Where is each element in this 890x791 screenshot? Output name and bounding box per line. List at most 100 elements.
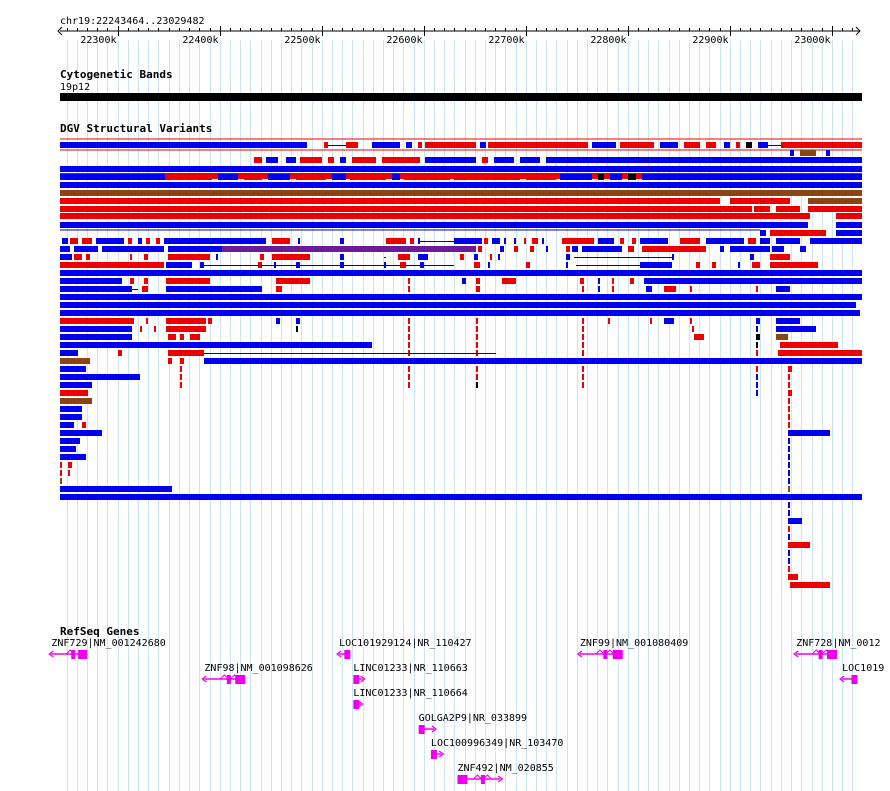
dgv-variant (408, 334, 410, 340)
dgv-variant (372, 142, 400, 148)
dgv-variant (750, 254, 754, 260)
dgv-variant (276, 278, 310, 284)
dgv-variant (476, 318, 478, 324)
gene-feature[interactable]: ZNF729|NM_001242680 (48, 638, 166, 659)
dgv-variant (60, 294, 862, 300)
gene-exon (818, 650, 823, 659)
dgv-variant (154, 326, 156, 332)
dgv-variant (60, 318, 134, 324)
dgv-variant (68, 470, 70, 476)
dgv-variant (736, 142, 740, 148)
dgv-variant (480, 142, 486, 148)
dgv-variant (788, 374, 790, 380)
dgv-variant (756, 318, 760, 324)
dgv-variant (168, 254, 210, 260)
dgv-variant (60, 398, 92, 404)
gene-feature[interactable]: ZNF98|NM_001098626 (201, 663, 313, 684)
dgv-variants[interactable] (60, 138, 862, 588)
dgv-variant (180, 358, 184, 364)
dgv-variant (776, 206, 800, 212)
dgv-variant (712, 262, 716, 268)
dgv-variant (542, 238, 544, 244)
ruler-right-arrow-icon (855, 26, 861, 36)
gene-intron-chevron (65, 649, 75, 655)
dgv-variant (628, 246, 634, 252)
dgv-variant (166, 262, 192, 268)
refseq-genes[interactable]: ZNF729|NM_001242680 ZNF98|NM_001098626 LOC… (48, 638, 884, 784)
dgv-variant (494, 157, 514, 163)
dgv-variant (780, 342, 838, 348)
dgv-variant (546, 157, 862, 163)
dgv-variant (60, 310, 860, 316)
gene-feature[interactable]: LOC101929124|NR_110427 (336, 638, 472, 659)
dgv-variant (526, 174, 556, 180)
dgv-variant (180, 374, 182, 380)
dgv-variant (418, 238, 420, 244)
dgv-variant (582, 246, 622, 252)
dgv-variant (644, 278, 862, 284)
dgv-variant (754, 206, 770, 212)
dgv-variant (630, 278, 634, 284)
dgv-variant (788, 574, 798, 580)
dgv-variant (781, 142, 862, 148)
dgv-variant (462, 278, 466, 284)
dgv-variant (770, 262, 818, 268)
dgv-variant (632, 238, 636, 244)
dgv-variant (60, 390, 88, 396)
dgv-variant (60, 166, 862, 172)
gene-feature[interactable]: GOLGA2P9|NR_033899 (418, 713, 527, 734)
dgv-variant (492, 238, 500, 244)
dgv-variant (756, 366, 758, 372)
dgv-variant (770, 254, 790, 260)
refseq-track-title: RefSeq Genes (60, 625, 139, 638)
dgv-variant (60, 430, 102, 436)
dgv-variant (800, 246, 806, 252)
cytoband-bar[interactable] (60, 93, 862, 101)
dgv-variant (60, 213, 810, 219)
gene-exon (480, 775, 485, 784)
dgv-variant (788, 462, 790, 468)
gene-exon (457, 775, 468, 784)
gene-feature[interactable]: LOC1019 (839, 663, 884, 684)
gene-feature[interactable]: ZNF99|NM_001080409 (576, 638, 688, 659)
dgv-variant (60, 366, 86, 372)
dgv-variant (502, 278, 516, 284)
gene-label: LOC101929124|NR_110427 (339, 638, 471, 649)
dgv-variant (268, 174, 290, 180)
coordinate-ruler: 22300k 22400k 22500k 22600k 22700k 22800k 2290… (57, 26, 861, 46)
dgv-variant (620, 142, 654, 148)
gene-label: ZNF492|NM_020855 (457, 763, 553, 774)
dgv-variant (504, 238, 506, 244)
dgv-variant (74, 246, 98, 252)
dgv-variant (146, 318, 148, 324)
dgv-variant (398, 254, 410, 260)
dgv-variant (826, 150, 830, 156)
dgv-variant (62, 238, 68, 244)
dgv-variant (560, 174, 592, 180)
gene-feature[interactable]: ZNF728|NM_0012 (793, 638, 881, 659)
dgv-variant (476, 382, 478, 388)
dgv-variant (146, 238, 150, 244)
gene-feature[interactable]: ZNF492|NM_020855 (457, 763, 554, 784)
gene-feature[interactable]: LINC01233|NR_110664 (353, 688, 468, 709)
dgv-variant (746, 142, 752, 148)
strand-arrow-icon (839, 675, 845, 683)
dgv-variant (776, 238, 800, 244)
gene-feature[interactable]: LINC01233|NR_110663 (353, 663, 468, 684)
gene-label: ZNF729|NM_001242680 (51, 638, 165, 649)
gene-exon (851, 675, 858, 684)
dgv-variant (60, 494, 862, 500)
gene-feature[interactable]: LOC100996349|NR_103470 (430, 738, 563, 759)
dgv-variant (476, 278, 480, 284)
dgv-variant (788, 550, 790, 556)
dgv-variant (408, 366, 410, 372)
dgv-variant (328, 157, 334, 163)
dgv-variant (612, 286, 614, 292)
dgv-variant (408, 318, 410, 324)
dgv-variant (582, 326, 584, 332)
gene-label: LOC100996349|NR_103470 (431, 738, 563, 749)
gene-intron-chevron (473, 774, 482, 780)
gene-intron-chevron (821, 649, 831, 655)
dgv-variant (646, 286, 652, 292)
